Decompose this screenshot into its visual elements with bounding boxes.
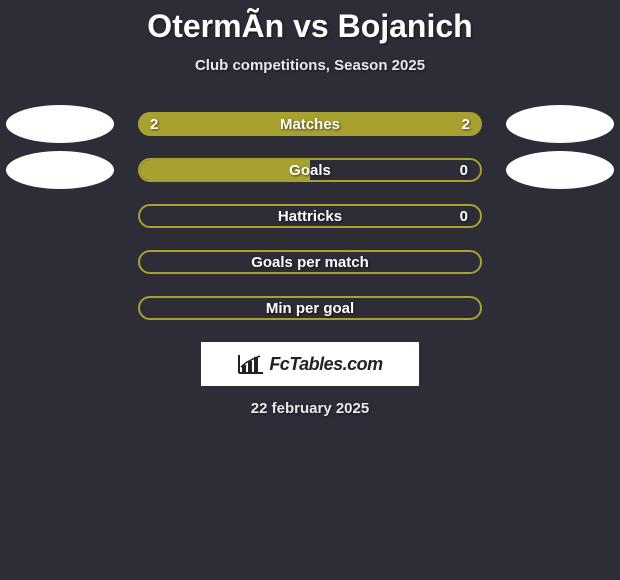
brand-logo-inner: FcTables.com xyxy=(237,353,382,375)
avatar-placeholder-left xyxy=(6,105,114,143)
stat-label: Goals per match xyxy=(251,254,369,271)
brand-logo-text: FcTables.com xyxy=(269,354,382,375)
stats-comparison-card: OtermÃ­n vs Bojanich Club competitions, … xyxy=(0,0,620,580)
stat-row-goals: Goals 0 xyxy=(0,158,620,182)
avatar-placeholder-right xyxy=(506,105,614,143)
page-title: OtermÃ­n vs Bojanich xyxy=(0,0,620,45)
stat-label: Min per goal xyxy=(266,300,354,317)
stat-bar: Goals per match xyxy=(138,250,482,274)
avatar-placeholder-right xyxy=(506,151,614,189)
date-label: 22 february 2025 xyxy=(0,400,620,417)
stat-bar: Min per goal xyxy=(138,296,482,320)
stat-row-matches: 2 Matches 2 xyxy=(0,112,620,136)
stat-value-right: 0 xyxy=(460,162,468,179)
stat-value-right: 0 xyxy=(460,208,468,225)
stat-bar-fill xyxy=(140,160,310,180)
avatar-placeholder-left xyxy=(6,151,114,189)
stat-bar: 2 Matches 2 xyxy=(138,112,482,136)
stat-row-hattricks: Hattricks 0 xyxy=(0,204,620,228)
stat-value-left: 2 xyxy=(150,116,158,133)
stat-label: Goals xyxy=(289,162,331,179)
brand-logo: FcTables.com xyxy=(201,342,419,386)
stat-label: Matches xyxy=(280,116,340,133)
stat-bar: Goals 0 xyxy=(138,158,482,182)
subtitle: Club competitions, Season 2025 xyxy=(0,57,620,74)
chart-icon xyxy=(237,353,265,375)
stat-rows: 2 Matches 2 Goals 0 Hattricks 0 xyxy=(0,112,620,320)
stat-row-goals-per-match: Goals per match xyxy=(0,250,620,274)
stat-value-right: 2 xyxy=(462,116,470,133)
stat-bar: Hattricks 0 xyxy=(138,204,482,228)
stat-label: Hattricks xyxy=(278,208,342,225)
stat-row-min-per-goal: Min per goal xyxy=(0,296,620,320)
